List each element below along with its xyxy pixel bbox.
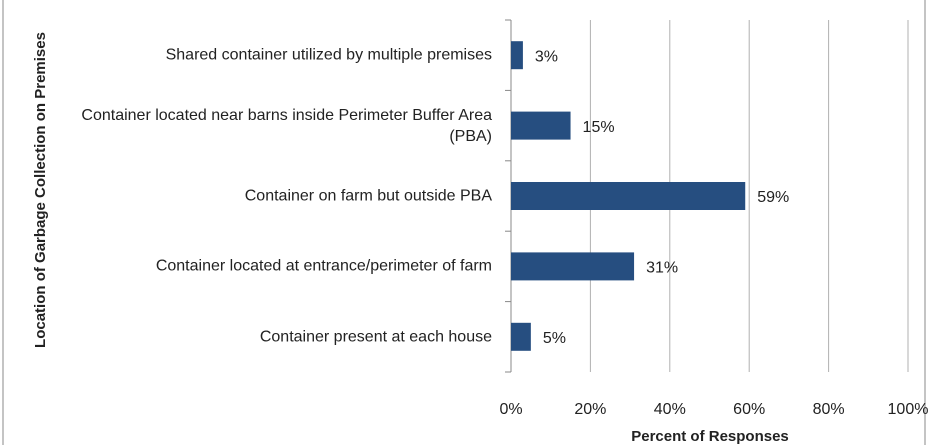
bar	[511, 111, 571, 140]
value-label: 5%	[543, 330, 566, 347]
y-tick-label: Container located near barns inside Peri…	[81, 106, 492, 145]
value-label: 15%	[583, 119, 615, 136]
x-tick-label: 0%	[499, 401, 522, 418]
bar	[511, 322, 531, 351]
y-axis-label: Location of Garbage Collection on Premis…	[32, 32, 49, 348]
y-tick-label: Container on farm but outside PBA	[244, 187, 492, 205]
value-label: 3%	[535, 48, 558, 65]
y-tick-label: Shared container utilized by multiple pr…	[165, 46, 492, 64]
x-tick-label: 40%	[654, 401, 686, 418]
x-tick-label: 80%	[813, 401, 845, 418]
x-tick-label: 100%	[888, 401, 929, 418]
bar	[511, 252, 635, 281]
bar	[511, 41, 523, 70]
bar	[511, 182, 746, 210]
x-tick-label: 20%	[574, 401, 606, 418]
x-axis-label: Percent of Responses	[631, 428, 789, 445]
value-label: 59%	[757, 189, 789, 206]
value-label: 31%	[646, 260, 678, 277]
y-tick-label: Container located at entrance/perimeter …	[155, 257, 492, 275]
x-tick-label: 60%	[733, 401, 765, 418]
y-tick-label: Container present at each house	[259, 328, 492, 346]
